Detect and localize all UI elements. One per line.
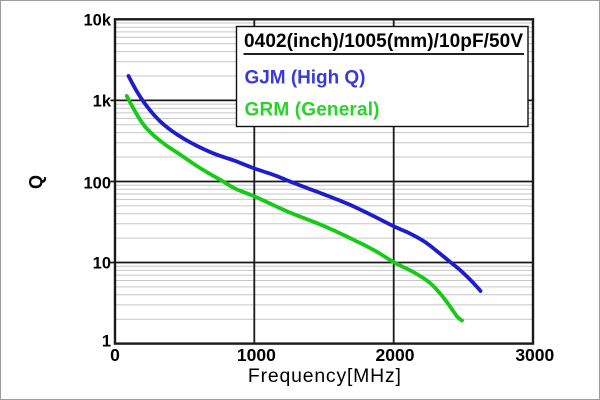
- svg-text:1: 1: [102, 332, 111, 350]
- svg-text:Frequency[MHz]: Frequency[MHz]: [248, 365, 401, 387]
- svg-text:GJM (High Q): GJM (High Q): [245, 68, 366, 89]
- svg-text:GRM (General): GRM (General): [245, 100, 380, 121]
- svg-text:0: 0: [110, 345, 120, 365]
- svg-text:0402(inch)/1005(mm)/10pF/50V: 0402(inch)/1005(mm)/10pF/50V: [244, 31, 523, 52]
- svg-text:10: 10: [93, 255, 111, 273]
- svg-text:1000: 1000: [237, 345, 276, 365]
- svg-text:10k: 10k: [83, 11, 111, 29]
- svg-text:1k: 1k: [93, 92, 112, 110]
- svg-text:2000: 2000: [376, 345, 415, 365]
- svg-text:3000: 3000: [515, 345, 554, 365]
- svg-text:Q: Q: [26, 175, 46, 189]
- svg-text:100: 100: [83, 174, 111, 192]
